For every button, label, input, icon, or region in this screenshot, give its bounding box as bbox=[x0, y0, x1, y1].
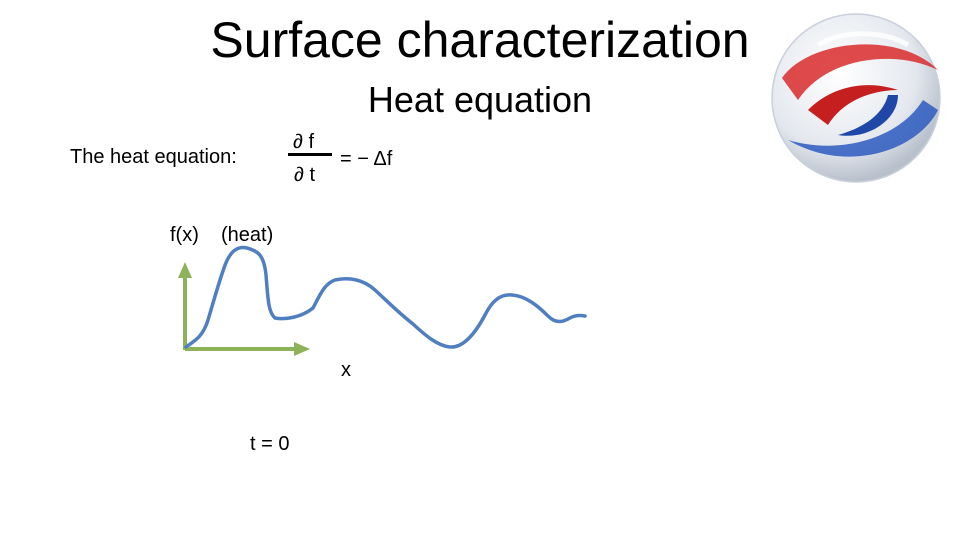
time-label: t = 0 bbox=[250, 433, 290, 455]
equation-rhs: = − Δf bbox=[340, 148, 393, 170]
slide-title: Surface characterization bbox=[210, 12, 750, 68]
x-axis-label: x bbox=[341, 359, 351, 381]
fraction-bar bbox=[288, 153, 332, 156]
axes bbox=[178, 262, 310, 356]
equation-numerator: ∂ f bbox=[293, 131, 314, 153]
heat-curve bbox=[184, 245, 587, 349]
logo-globe-icon bbox=[754, 13, 960, 198]
x-axis-arrowhead-icon bbox=[294, 342, 310, 356]
y-axis-label: f(x) bbox=[170, 224, 199, 246]
equation-label: The heat equation: bbox=[70, 146, 237, 168]
equation-denominator: ∂ t bbox=[294, 164, 315, 186]
y-axis-arrowhead-icon bbox=[178, 262, 192, 278]
y-axis-note: (heat) bbox=[221, 224, 274, 246]
slide-subtitle: Heat equation bbox=[367, 79, 593, 120]
